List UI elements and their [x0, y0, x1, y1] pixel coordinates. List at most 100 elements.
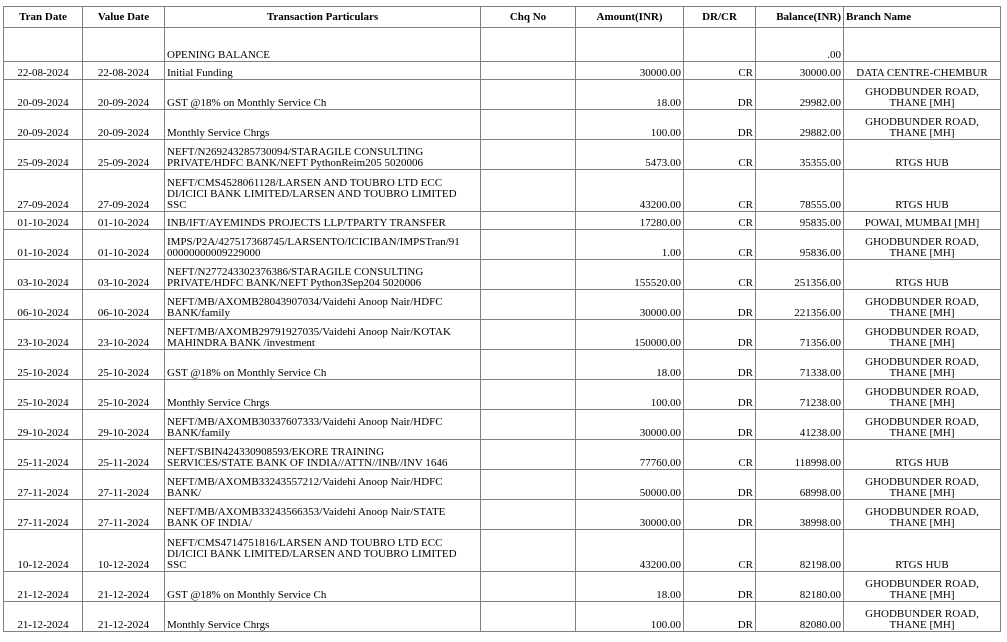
cell-drcr: CR	[683, 259, 756, 290]
cell-value-date: 27-11-2024	[82, 469, 165, 500]
cell-tran-date: 01-10-2024	[3, 211, 83, 230]
cell-drcr: CR	[683, 61, 756, 80]
cell-chq-no	[480, 169, 576, 212]
cell-balance: 29882.00	[755, 109, 844, 140]
header-value-date: Value Date	[82, 6, 165, 28]
cell-amount: 17280.00	[575, 211, 684, 230]
cell-chq-no	[480, 409, 576, 440]
cell-value-date: 01-10-2024	[82, 229, 165, 260]
table-row: 27-11-2024 27-11-2024 NEFT/MB/AXOMB3324356…	[3, 499, 1001, 530]
cell-particulars: NEFT/SBIN424330908593/EKORE TRAINING SER…	[164, 439, 481, 470]
cell-amount: 5473.00	[575, 139, 684, 170]
cell-amount: 30000.00	[575, 499, 684, 530]
cell-drcr: CR	[683, 229, 756, 260]
cell-branch: GHODBUNDER ROAD, THANE [MH]	[843, 601, 1001, 632]
cell-balance: 82080.00	[755, 601, 844, 632]
table-row: 10-12-2024 10-12-2024 NEFT/CMS4714751816/L…	[3, 529, 1001, 572]
cell-drcr: DR	[683, 469, 756, 500]
cell-balance: .00	[755, 27, 844, 62]
cell-chq-no	[480, 109, 576, 140]
cell-particulars: GST @18% on Monthly Service Ch	[164, 571, 481, 602]
cell-amount: 18.00	[575, 349, 684, 380]
cell-particulars: NEFT/MB/AXOMB33243566353/Vaidehi Anoop N…	[164, 499, 481, 530]
cell-value-date: 20-09-2024	[82, 79, 165, 110]
header-balance: Balance(INR)	[755, 6, 844, 28]
cell-tran-date: 10-12-2024	[3, 529, 83, 572]
cell-balance: 35355.00	[755, 139, 844, 170]
cell-branch: RTGS HUB	[843, 259, 1001, 290]
cell-balance: 30000.00	[755, 61, 844, 80]
cell-tran-date: 25-10-2024	[3, 379, 83, 410]
cell-drcr: DR	[683, 499, 756, 530]
cell-value-date: 25-10-2024	[82, 379, 165, 410]
table-row: 01-10-2024 01-10-2024 IMPS/P2A/42751736874…	[3, 229, 1001, 260]
cell-drcr: DR	[683, 289, 756, 320]
cell-tran-date: 22-08-2024	[3, 61, 83, 80]
cell-drcr: DR	[683, 319, 756, 350]
cell-amount: 100.00	[575, 109, 684, 140]
cell-value-date: 10-12-2024	[82, 529, 165, 572]
cell-amount: 100.00	[575, 379, 684, 410]
table-row: 25-11-2024 25-11-2024 NEFT/SBIN42433090859…	[3, 439, 1001, 470]
cell-amount: 100.00	[575, 601, 684, 632]
cell-tran-date: 27-11-2024	[3, 499, 83, 530]
statement-table: Tran Date Value Date Transaction Particu…	[3, 6, 1001, 632]
header-branch: Branch Name	[843, 6, 1001, 28]
cell-chq-no	[480, 211, 576, 230]
cell-balance: 29982.00	[755, 79, 844, 110]
cell-branch: GHODBUNDER ROAD, THANE [MH]	[843, 571, 1001, 602]
table-row: 21-12-2024 21-12-2024 Monthly Service Chrg…	[3, 601, 1001, 632]
cell-drcr	[683, 27, 756, 62]
table-row: 06-10-2024 06-10-2024 NEFT/MB/AXOMB2804390…	[3, 289, 1001, 320]
cell-balance: 71356.00	[755, 319, 844, 350]
header-amount: Amount(INR)	[575, 6, 684, 28]
cell-chq-no	[480, 61, 576, 80]
cell-tran-date: 03-10-2024	[3, 259, 83, 290]
cell-chq-no	[480, 469, 576, 500]
cell-value-date: 25-10-2024	[82, 349, 165, 380]
cell-branch: RTGS HUB	[843, 169, 1001, 212]
cell-branch: GHODBUNDER ROAD, THANE [MH]	[843, 289, 1001, 320]
cell-balance: 221356.00	[755, 289, 844, 320]
cell-drcr: DR	[683, 379, 756, 410]
cell-tran-date: 06-10-2024	[3, 289, 83, 320]
cell-amount: 30000.00	[575, 409, 684, 440]
cell-branch: GHODBUNDER ROAD, THANE [MH]	[843, 109, 1001, 140]
cell-balance: 82180.00	[755, 571, 844, 602]
cell-drcr: DR	[683, 79, 756, 110]
cell-branch: RTGS HUB	[843, 439, 1001, 470]
cell-branch: GHODBUNDER ROAD, THANE [MH]	[843, 79, 1001, 110]
cell-drcr: CR	[683, 529, 756, 572]
cell-drcr: CR	[683, 169, 756, 212]
cell-chq-no	[480, 319, 576, 350]
cell-branch: GHODBUNDER ROAD, THANE [MH]	[843, 469, 1001, 500]
cell-branch: POWAI, MUMBAI [MH]	[843, 211, 1001, 230]
cell-chq-no	[480, 499, 576, 530]
cell-value-date: 27-09-2024	[82, 169, 165, 212]
cell-drcr: DR	[683, 409, 756, 440]
cell-particulars: NEFT/MB/AXOMB28043907034/Vaidehi Anoop N…	[164, 289, 481, 320]
cell-balance: 82198.00	[755, 529, 844, 572]
table-row: 27-11-2024 27-11-2024 NEFT/MB/AXOMB3324355…	[3, 469, 1001, 500]
cell-tran-date: 20-09-2024	[3, 109, 83, 140]
cell-value-date: 29-10-2024	[82, 409, 165, 440]
cell-particulars: IMPS/P2A/427517368745/LARSENTO/ICICIBAN/…	[164, 229, 481, 260]
table-row: 25-10-2024 25-10-2024 GST @18% on Monthly …	[3, 349, 1001, 380]
cell-particulars: INB/IFT/AYEMINDS PROJECTS LLP/TPARTY TRA…	[164, 211, 481, 230]
cell-tran-date: 23-10-2024	[3, 319, 83, 350]
cell-value-date: 20-09-2024	[82, 109, 165, 140]
header-tran-date: Tran Date	[3, 6, 83, 28]
cell-particulars: NEFT/N277243302376386/STARAGILE CONSULTI…	[164, 259, 481, 290]
cell-particulars: GST @18% on Monthly Service Ch	[164, 349, 481, 380]
cell-particulars: NEFT/N269243285730094/STARAGILE CONSULTI…	[164, 139, 481, 170]
cell-value-date: 21-12-2024	[82, 571, 165, 602]
cell-value-date: 06-10-2024	[82, 289, 165, 320]
cell-drcr: DR	[683, 571, 756, 602]
cell-drcr: CR	[683, 211, 756, 230]
cell-branch: DATA CENTRE-CHEMBUR	[843, 61, 1001, 80]
cell-branch	[843, 27, 1001, 62]
cell-tran-date: 27-09-2024	[3, 169, 83, 212]
cell-amount: 150000.00	[575, 319, 684, 350]
cell-tran-date: 25-10-2024	[3, 349, 83, 380]
cell-particulars: Monthly Service Chrgs	[164, 601, 481, 632]
